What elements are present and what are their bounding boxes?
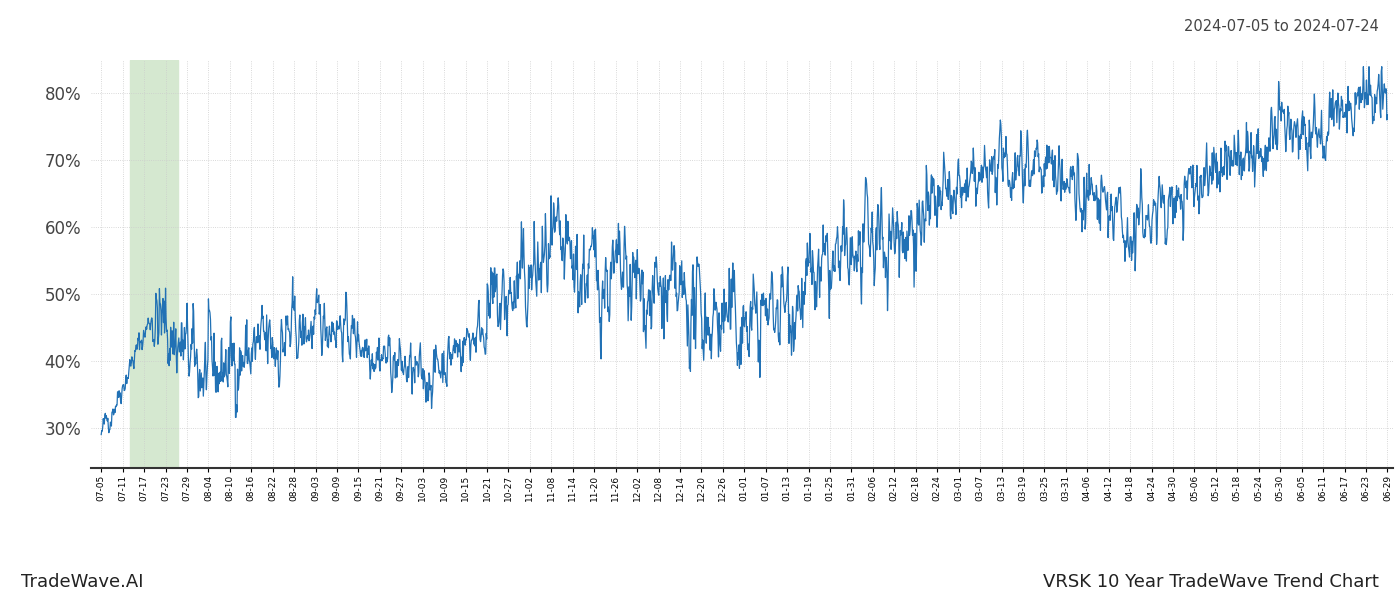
Bar: [130, 60, 178, 468]
Text: VRSK 10 Year TradeWave Trend Chart: VRSK 10 Year TradeWave Trend Chart: [1043, 573, 1379, 591]
Text: 2024-07-05 to 2024-07-24: 2024-07-05 to 2024-07-24: [1184, 19, 1379, 34]
Text: TradeWave.AI: TradeWave.AI: [21, 573, 143, 591]
